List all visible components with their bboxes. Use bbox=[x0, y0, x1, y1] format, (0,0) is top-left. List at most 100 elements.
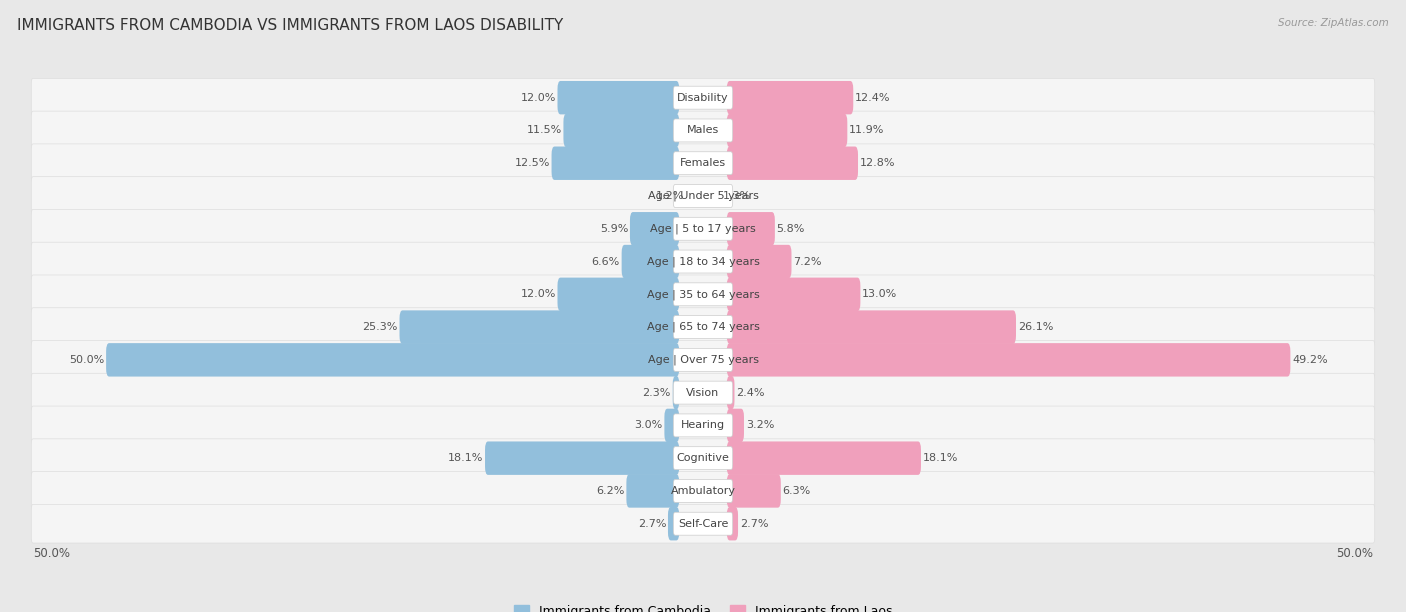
Text: 50.0%: 50.0% bbox=[69, 355, 104, 365]
FancyBboxPatch shape bbox=[630, 212, 679, 245]
Text: 12.8%: 12.8% bbox=[860, 159, 896, 168]
FancyBboxPatch shape bbox=[627, 474, 679, 508]
FancyBboxPatch shape bbox=[727, 212, 775, 245]
Text: 13.0%: 13.0% bbox=[862, 289, 897, 299]
Text: 18.1%: 18.1% bbox=[922, 453, 957, 463]
Text: 6.3%: 6.3% bbox=[783, 486, 811, 496]
FancyBboxPatch shape bbox=[621, 245, 679, 278]
FancyBboxPatch shape bbox=[558, 81, 679, 114]
Text: Age | Over 75 years: Age | Over 75 years bbox=[648, 354, 758, 365]
FancyBboxPatch shape bbox=[727, 441, 921, 475]
FancyBboxPatch shape bbox=[31, 373, 1375, 412]
Text: 12.4%: 12.4% bbox=[855, 92, 890, 103]
FancyBboxPatch shape bbox=[727, 146, 858, 180]
FancyBboxPatch shape bbox=[105, 343, 679, 376]
FancyBboxPatch shape bbox=[727, 278, 860, 311]
Text: 5.9%: 5.9% bbox=[600, 224, 628, 234]
FancyBboxPatch shape bbox=[31, 209, 1375, 248]
Text: 25.3%: 25.3% bbox=[363, 322, 398, 332]
Text: Age | 35 to 64 years: Age | 35 to 64 years bbox=[647, 289, 759, 299]
FancyBboxPatch shape bbox=[31, 472, 1375, 510]
FancyBboxPatch shape bbox=[727, 343, 1291, 376]
Text: 1.3%: 1.3% bbox=[723, 191, 751, 201]
Text: Age | 5 to 17 years: Age | 5 to 17 years bbox=[650, 223, 756, 234]
FancyBboxPatch shape bbox=[31, 504, 1375, 543]
FancyBboxPatch shape bbox=[31, 144, 1375, 182]
FancyBboxPatch shape bbox=[673, 381, 733, 404]
Legend: Immigrants from Cambodia, Immigrants from Laos: Immigrants from Cambodia, Immigrants fro… bbox=[513, 605, 893, 612]
FancyBboxPatch shape bbox=[665, 409, 679, 442]
Text: Vision: Vision bbox=[686, 387, 720, 398]
Text: 5.8%: 5.8% bbox=[776, 224, 806, 234]
FancyBboxPatch shape bbox=[673, 283, 733, 306]
FancyBboxPatch shape bbox=[31, 177, 1375, 215]
FancyBboxPatch shape bbox=[673, 217, 733, 241]
FancyBboxPatch shape bbox=[673, 316, 733, 338]
Text: 50.0%: 50.0% bbox=[1336, 547, 1372, 560]
FancyBboxPatch shape bbox=[31, 78, 1375, 117]
Text: Self-Care: Self-Care bbox=[678, 519, 728, 529]
FancyBboxPatch shape bbox=[31, 308, 1375, 346]
Text: Males: Males bbox=[688, 125, 718, 135]
FancyBboxPatch shape bbox=[668, 507, 679, 540]
Text: 2.7%: 2.7% bbox=[740, 519, 768, 529]
FancyBboxPatch shape bbox=[727, 245, 792, 278]
Text: 2.7%: 2.7% bbox=[638, 519, 666, 529]
FancyBboxPatch shape bbox=[673, 86, 733, 109]
FancyBboxPatch shape bbox=[673, 185, 733, 207]
Text: 1.2%: 1.2% bbox=[655, 191, 683, 201]
FancyBboxPatch shape bbox=[31, 406, 1375, 445]
Text: IMMIGRANTS FROM CAMBODIA VS IMMIGRANTS FROM LAOS DISABILITY: IMMIGRANTS FROM CAMBODIA VS IMMIGRANTS F… bbox=[17, 18, 564, 34]
FancyBboxPatch shape bbox=[551, 146, 679, 180]
FancyBboxPatch shape bbox=[727, 114, 848, 147]
FancyBboxPatch shape bbox=[31, 340, 1375, 379]
Text: 18.1%: 18.1% bbox=[449, 453, 484, 463]
FancyBboxPatch shape bbox=[727, 376, 734, 409]
FancyBboxPatch shape bbox=[31, 439, 1375, 477]
FancyBboxPatch shape bbox=[727, 507, 738, 540]
FancyBboxPatch shape bbox=[672, 376, 679, 409]
Text: 6.6%: 6.6% bbox=[592, 256, 620, 267]
Text: 7.2%: 7.2% bbox=[793, 256, 821, 267]
Text: 2.3%: 2.3% bbox=[643, 387, 671, 398]
Text: Hearing: Hearing bbox=[681, 420, 725, 430]
Text: 2.4%: 2.4% bbox=[737, 387, 765, 398]
Text: Age | Under 5 years: Age | Under 5 years bbox=[648, 191, 758, 201]
Text: Age | 18 to 34 years: Age | 18 to 34 years bbox=[647, 256, 759, 267]
FancyBboxPatch shape bbox=[727, 81, 853, 114]
Text: 3.2%: 3.2% bbox=[745, 420, 775, 430]
Text: 49.2%: 49.2% bbox=[1292, 355, 1327, 365]
Text: 11.9%: 11.9% bbox=[849, 125, 884, 135]
Text: Disability: Disability bbox=[678, 92, 728, 103]
FancyBboxPatch shape bbox=[673, 479, 733, 502]
Text: 3.0%: 3.0% bbox=[634, 420, 662, 430]
Text: 50.0%: 50.0% bbox=[34, 547, 70, 560]
Text: 12.5%: 12.5% bbox=[515, 159, 550, 168]
FancyBboxPatch shape bbox=[673, 250, 733, 273]
FancyBboxPatch shape bbox=[558, 278, 679, 311]
Text: 6.2%: 6.2% bbox=[596, 486, 624, 496]
FancyBboxPatch shape bbox=[673, 152, 733, 174]
Text: Age | 65 to 74 years: Age | 65 to 74 years bbox=[647, 322, 759, 332]
Text: Cognitive: Cognitive bbox=[676, 453, 730, 463]
FancyBboxPatch shape bbox=[485, 441, 679, 475]
Text: 26.1%: 26.1% bbox=[1018, 322, 1053, 332]
Text: Ambulatory: Ambulatory bbox=[671, 486, 735, 496]
Text: 11.5%: 11.5% bbox=[526, 125, 561, 135]
FancyBboxPatch shape bbox=[673, 447, 733, 469]
FancyBboxPatch shape bbox=[564, 114, 679, 147]
FancyBboxPatch shape bbox=[673, 119, 733, 142]
FancyBboxPatch shape bbox=[727, 310, 1017, 344]
Text: Source: ZipAtlas.com: Source: ZipAtlas.com bbox=[1278, 18, 1389, 28]
Text: 12.0%: 12.0% bbox=[520, 92, 555, 103]
FancyBboxPatch shape bbox=[673, 512, 733, 535]
FancyBboxPatch shape bbox=[727, 409, 744, 442]
FancyBboxPatch shape bbox=[673, 348, 733, 371]
FancyBboxPatch shape bbox=[31, 242, 1375, 281]
FancyBboxPatch shape bbox=[31, 275, 1375, 313]
FancyBboxPatch shape bbox=[31, 111, 1375, 150]
FancyBboxPatch shape bbox=[673, 414, 733, 437]
Text: 12.0%: 12.0% bbox=[520, 289, 555, 299]
FancyBboxPatch shape bbox=[399, 310, 679, 344]
FancyBboxPatch shape bbox=[727, 474, 780, 508]
